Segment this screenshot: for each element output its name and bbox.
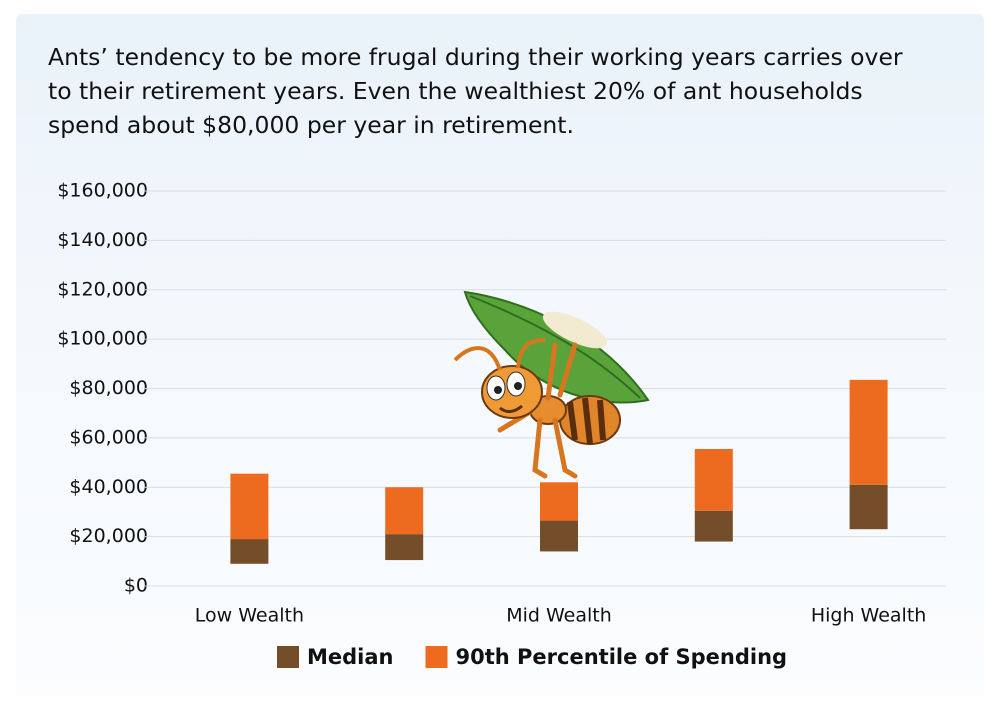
ant-illustration (453, 290, 650, 479)
bar-segment (230, 473, 269, 540)
bar-segment (385, 487, 424, 535)
bar-segment (230, 539, 269, 564)
ant-mouth (499, 404, 523, 413)
y-tick-label: $80,000 (69, 377, 148, 399)
bar-segment (694, 448, 733, 511)
y-tick-label: $140,000 (57, 229, 148, 251)
x-tick-label: Low Wealth (195, 605, 304, 627)
y-tick-label: $120,000 (57, 278, 148, 300)
ant-antennae (453, 338, 546, 371)
bar-segment (694, 510, 733, 542)
bar-segment (849, 379, 888, 485)
legend-label: Median (307, 645, 394, 669)
y-tick-label: $100,000 (57, 328, 148, 350)
ant-legs (497, 342, 578, 479)
bar-segment (540, 520, 578, 552)
y-tick-label: $160,000 (57, 180, 148, 202)
panel (16, 14, 984, 697)
ant-stripes (567, 397, 606, 445)
legend-swatch (425, 646, 448, 668)
seeds (542, 311, 608, 349)
leaf-vein (469, 295, 641, 399)
y-tick-label: $20,000 (69, 525, 148, 547)
legend-label: 90th Percentile of Spending (456, 645, 788, 669)
y-tick-label: $60,000 (69, 426, 148, 448)
bar-segment (849, 484, 888, 530)
bar-segment (540, 482, 578, 521)
x-tick-label: High Wealth (811, 605, 926, 627)
chart-title: Ants’ tendency to be more frugal during … (48, 43, 903, 139)
ant-pupil (514, 382, 522, 390)
y-tick-label: $40,000 (69, 476, 148, 498)
ant-pupil (494, 386, 502, 394)
legend-swatch (277, 646, 299, 668)
y-tick-label: $0 (124, 575, 148, 597)
bar-segment (385, 534, 424, 561)
x-tick-label: Mid Wealth (506, 605, 612, 627)
